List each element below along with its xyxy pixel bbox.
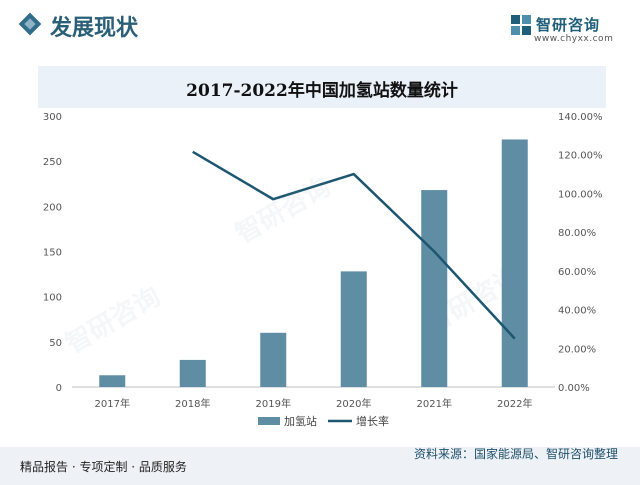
y-left-tick-label: 0: [56, 383, 62, 394]
y-left-tick-label: 50: [49, 338, 62, 349]
y-left-tick-label: 250: [43, 157, 62, 168]
bar: [340, 271, 367, 387]
bar: [421, 190, 448, 387]
x-tick-label: 2018年: [175, 397, 210, 410]
y-right-tick-label: 60.00%: [558, 267, 596, 278]
x-tick-label: 2019年: [256, 397, 291, 410]
growth-rate-line: [192, 150, 516, 340]
bar: [99, 375, 126, 387]
bar: [260, 332, 287, 387]
bar: [179, 359, 206, 387]
y-right-tick-label: 40.00%: [558, 306, 596, 317]
brand-logo: 智研咨询 www.chyxx.com: [510, 12, 620, 46]
y-right-tick-label: 20.00%: [558, 344, 596, 355]
footer-bar: 精品报告 · 专项定制 · 品质服务: [0, 447, 640, 485]
y-left-tick-label: 150: [43, 248, 62, 259]
legend-label-bar: 加氢站: [284, 414, 317, 428]
y-left-tick-label: 200: [43, 202, 62, 213]
x-tick-label: 2021年: [417, 397, 452, 410]
legend-label-line: 增长率: [356, 414, 389, 428]
footer-slogan: 精品报告 · 专项定制 · 品质服务: [20, 460, 187, 474]
y-right-tick-label: 120.00%: [558, 151, 603, 162]
x-tick-label: 2022年: [497, 397, 532, 410]
y-left-tick-label: 300: [43, 112, 62, 123]
chart-title-bar: 2017-2022年中国加氢站数量统计: [38, 66, 606, 108]
y-right-tick-label: 140.00%: [558, 112, 603, 123]
y-right-tick-label: 0.00%: [558, 383, 590, 394]
y-right-tick-label: 80.00%: [558, 228, 596, 239]
x-tick-label: 2017年: [95, 397, 130, 410]
bar: [501, 139, 528, 387]
brand-url: www.chyxx.com: [534, 34, 614, 44]
y-left-tick-label: 100: [43, 293, 62, 304]
chart-title: 2017-2022年中国加氢站数量统计: [186, 81, 458, 101]
page-header: 发展现状 智研咨询 www.chyxx.com: [0, 0, 640, 52]
brand-icon: [511, 15, 531, 35]
x-tick-label: 2020年: [336, 397, 371, 410]
section-title: 发展现状: [50, 16, 139, 41]
data-source: 资料来源：国家能源局、智研咨询整理: [413, 447, 618, 461]
y-right-tick-label: 100.00%: [558, 189, 603, 200]
legend-swatch-bar: [258, 417, 280, 425]
brand-name: 智研咨询: [536, 16, 601, 34]
